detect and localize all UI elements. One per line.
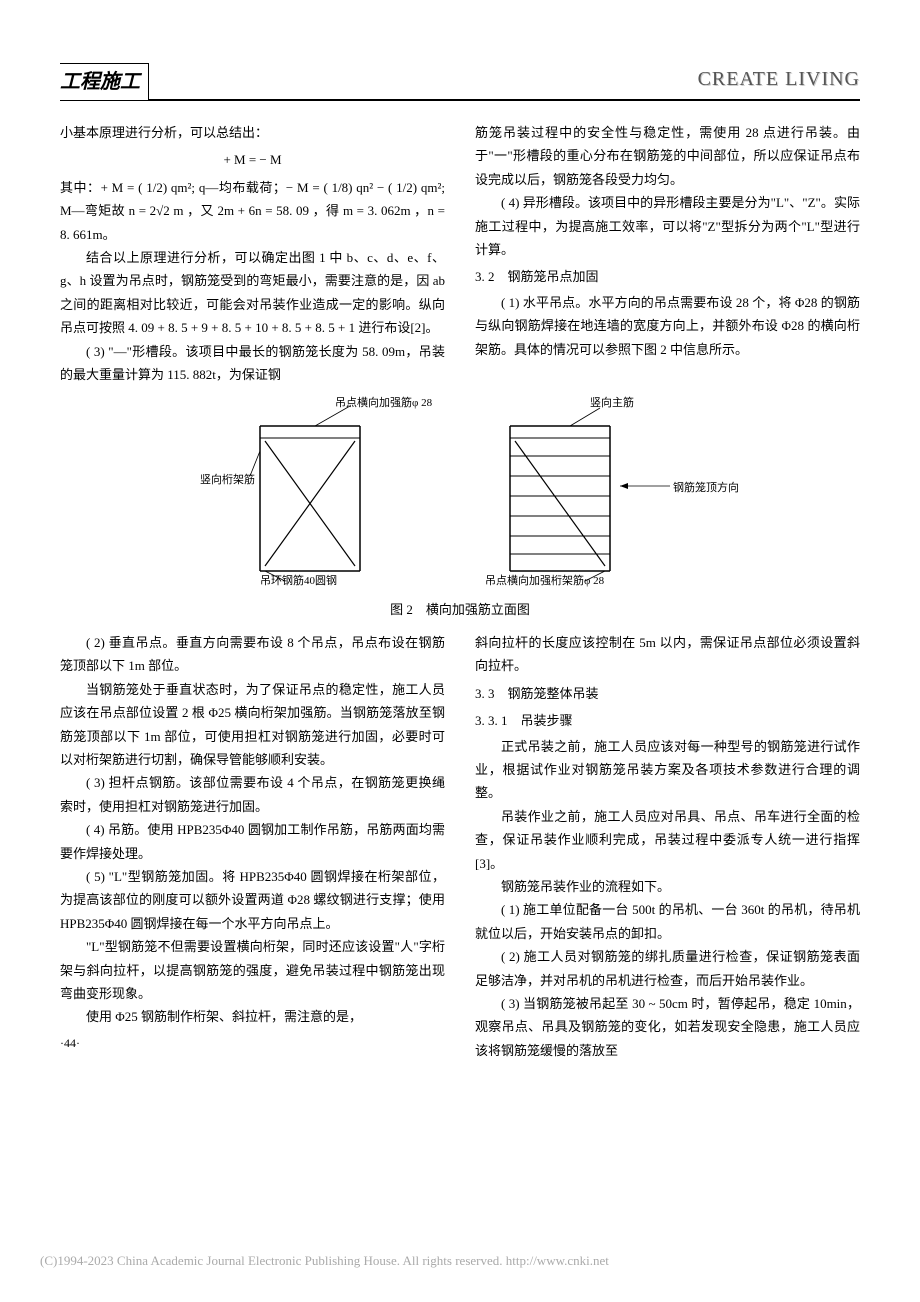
- top-right-column: 筋笼吊装过程中的安全性与稳定性，需使用 28 点进行吊装。由于"一"形槽段的重心…: [475, 121, 860, 386]
- para: 吊装作业之前，施工人员应对吊具、吊点、吊车进行全面的检查，保证吊装作业顺利完成，…: [475, 805, 860, 875]
- figure-2-svg: [180, 396, 740, 586]
- para: ( 3) 当钢筋笼被吊起至 30 ~ 50cm 时，暂停起吊，稳定 10min，…: [475, 992, 860, 1062]
- para: "L"型钢筋笼不但需要设置横向桁架，同时还应该设置"人"字桁架与斜向拉杆，以提高…: [60, 935, 445, 1005]
- page-number: ·44·: [60, 1033, 445, 1055]
- para: 结合以上原理进行分析，可以确定出图 1 中 b、c、d、e、f、g、h 设置为吊…: [60, 246, 445, 340]
- para: 小基本原理进行分析，可以总结出：: [60, 121, 445, 144]
- top-left-column: 小基本原理进行分析，可以总结出： + M = − M 其中：+ M = ( 1/…: [60, 121, 445, 386]
- para: ( 3) 担杆点钢筋。该部位需要布设 4 个吊点，在钢筋笼更换绳索时，使用担杠对…: [60, 771, 445, 818]
- para: ( 1) 水平吊点。水平方向的吊点需要布设 28 个，将 Φ28 的钢筋与纵向钢…: [475, 291, 860, 361]
- figure-2-caption: 图 2 横向加强筋立面图: [60, 598, 860, 621]
- bottom-right-column: 斜向拉杆的长度应该控制在 5m 以内，需保证吊点部位必须设置斜向拉杆。 3. 3…: [475, 631, 860, 1062]
- footer-copyright: (C)1994-2023 China Academic Journal Elec…: [40, 1249, 609, 1272]
- para: 筋笼吊装过程中的安全性与稳定性，需使用 28 点进行吊装。由于"一"形槽段的重心…: [475, 121, 860, 191]
- header-brand: CREATE LIVING: [698, 61, 860, 97]
- diagram-label: 吊点横向加强筋φ 28: [335, 394, 432, 414]
- top-columns: 小基本原理进行分析，可以总结出： + M = − M 其中：+ M = ( 1/…: [60, 121, 860, 386]
- header-section-name: 工程施工: [60, 63, 149, 100]
- para: ( 2) 施工人员对钢筋笼的绑扎质量进行检查，保证钢筋笼表面足够洁净，并对吊机的…: [475, 945, 860, 992]
- para: 钢筋笼吊装作业的流程如下。: [475, 875, 860, 898]
- diagram-label: 吊环钢筋40圆钢: [260, 572, 337, 592]
- para: 当钢筋笼处于垂直状态时，为了保证吊点的稳定性，施工人员应该在吊点部位设置 2 根…: [60, 678, 445, 772]
- bottom-columns: ( 2) 垂直吊点。垂直方向需要布设 8 个吊点，吊点布设在钢筋笼顶部以下 1m…: [60, 631, 860, 1062]
- section-heading: 3. 3. 1 吊装步骤: [475, 709, 860, 732]
- bottom-left-column: ( 2) 垂直吊点。垂直方向需要布设 8 个吊点，吊点布设在钢筋笼顶部以下 1m…: [60, 631, 445, 1062]
- diagram-label: 钢筋笼顶方向: [673, 479, 739, 499]
- diagram-label: 吊点横向加强桁架筋φ 28: [485, 572, 604, 592]
- figure-2-container: 竖向桁架筋 吊点横向加强筋φ 28 竖向主筋 钢筋笼顶方向 吊环钢筋40圆钢 吊…: [60, 396, 860, 621]
- para: 其中：+ M = ( 1/2) qm²; q—均布载荷；− M = ( 1/8)…: [60, 176, 445, 246]
- para: ( 4) 吊筋。使用 HPB235Φ40 圆钢加工制作吊筋，吊筋两面均需要作焊接…: [60, 818, 445, 865]
- para: 使用 Φ25 钢筋制作桁架、斜拉杆，需注意的是，: [60, 1005, 445, 1028]
- para: ( 1) 施工单位配备一台 500t 的吊机、一台 360t 的吊机，待吊机就位…: [475, 898, 860, 945]
- para: 斜向拉杆的长度应该控制在 5m 以内，需保证吊点部位必须设置斜向拉杆。: [475, 631, 860, 678]
- section-heading: 3. 2 钢筋笼吊点加固: [475, 265, 860, 288]
- para: ( 3) "—"形槽段。该项目中最长的钢筋笼长度为 58. 09m，吊装的最大重…: [60, 340, 445, 387]
- para: ( 4) 异形槽段。该项目中的异形槽段主要是分为"L"、"Z"。实际施工过程中，…: [475, 191, 860, 261]
- diagram-label: 竖向桁架筋: [200, 471, 255, 491]
- figure-2-diagram: 竖向桁架筋 吊点横向加强筋φ 28 竖向主筋 钢筋笼顶方向 吊环钢筋40圆钢 吊…: [180, 396, 740, 586]
- diagram-label: 竖向主筋: [590, 394, 634, 414]
- formula: + M = − M: [60, 148, 445, 171]
- section-heading: 3. 3 钢筋笼整体吊装: [475, 682, 860, 705]
- para: ( 5) "L"型钢筋笼加固。将 HPB235Φ40 圆钢焊接在桁架部位，为提高…: [60, 865, 445, 935]
- para: 正式吊装之前，施工人员应该对每一种型号的钢筋笼进行试作业，根据试作业对钢筋笼吊装…: [475, 735, 860, 805]
- page-header: 工程施工 CREATE LIVING: [60, 60, 860, 101]
- para: ( 2) 垂直吊点。垂直方向需要布设 8 个吊点，吊点布设在钢筋笼顶部以下 1m…: [60, 631, 445, 678]
